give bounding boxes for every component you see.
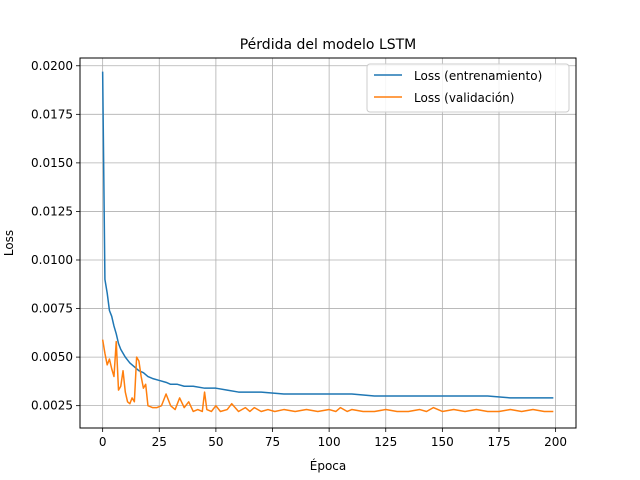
x-axis-ticks: 0 25 50 75 100 125 150 175 200 <box>99 428 567 449</box>
y-axis-ticks: 0.0025 0.0050 0.0075 0.0100 0.0125 0.0150 0.01… <box>31 59 80 413</box>
x-tick-label: 175 <box>488 435 511 449</box>
x-tick-label: 25 <box>152 435 167 449</box>
chart-title: Pérdida del modelo LSTM <box>240 37 417 53</box>
x-tick-label: 150 <box>431 435 454 449</box>
legend-label-val: Loss (validación) <box>414 91 514 105</box>
y-tick-label: 0.0025 <box>31 399 73 413</box>
train-loss-line <box>101 71 554 399</box>
legend: Loss (entrenamiento) Loss (validación) <box>366 63 570 113</box>
grid <box>80 58 576 428</box>
y-tick-label: 0.0175 <box>31 107 73 121</box>
legend-label-train: Loss (entrenamiento) <box>414 69 542 83</box>
y-tick-label: 0.0200 <box>31 59 73 73</box>
y-tick-label: 0.0150 <box>31 156 73 170</box>
plot-frame <box>79 57 577 429</box>
y-tick-label: 0.0050 <box>31 350 73 364</box>
x-tick-label: 125 <box>374 435 397 449</box>
x-tick-label: 0 <box>99 435 107 449</box>
val-loss-line <box>101 339 554 413</box>
x-tick-label: 75 <box>265 435 280 449</box>
y-tick-label: 0.0125 <box>31 204 73 218</box>
series-lines <box>101 71 554 413</box>
y-axis-title: Loss <box>2 230 16 256</box>
x-tick-label: 50 <box>208 435 223 449</box>
x-axis-title: Época <box>310 458 347 473</box>
legend-box <box>366 63 570 113</box>
y-tick-label: 0.0075 <box>31 302 73 316</box>
x-tick-label: 100 <box>318 435 341 449</box>
y-tick-label: 0.0100 <box>31 253 73 267</box>
x-tick-label: 200 <box>544 435 567 449</box>
